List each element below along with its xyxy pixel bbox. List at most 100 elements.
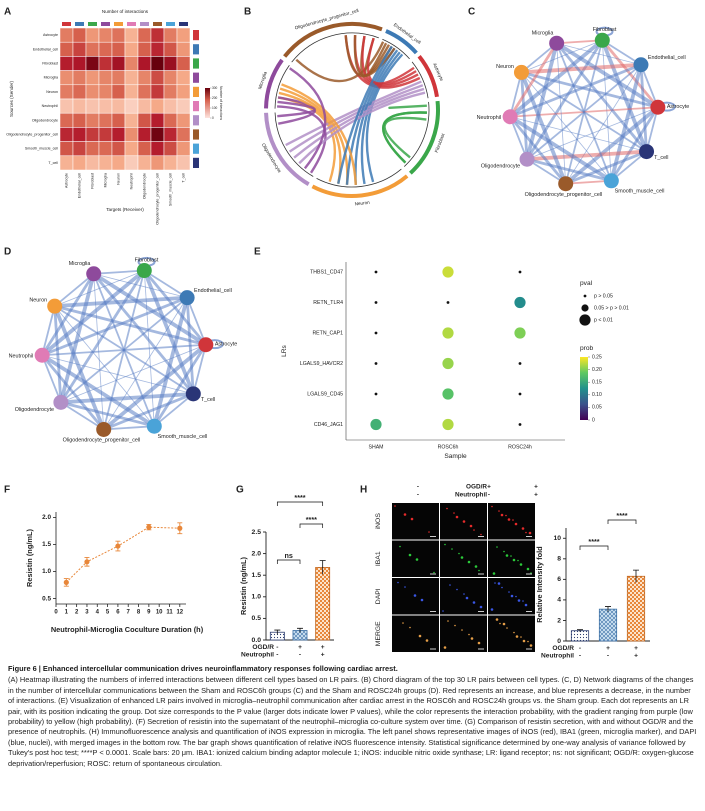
network-edge xyxy=(52,305,106,431)
cell-signal xyxy=(512,519,514,521)
network-edge xyxy=(556,43,567,184)
x-axis-label: Targets (Receiver) xyxy=(106,207,144,212)
y-axis-label: Relative Intensity fold xyxy=(535,546,544,623)
cell-signal xyxy=(507,518,511,521)
chord-ribbon xyxy=(345,47,396,185)
row-color xyxy=(193,44,199,55)
y-axis-label: Resistin (ng/mL) xyxy=(239,557,248,615)
row-label: Fibroblast xyxy=(42,61,58,65)
heatmap-cell xyxy=(137,70,152,86)
cell-signal xyxy=(425,639,429,642)
heatmap-cell xyxy=(176,155,191,171)
col-label: Fibroblast xyxy=(90,173,94,189)
panel-letter: E xyxy=(254,247,261,258)
heatmap-cell xyxy=(163,41,178,57)
x-axis-label: Sample xyxy=(444,453,467,460)
heatmap-cell xyxy=(111,84,126,100)
row-value: + xyxy=(321,651,325,658)
row-color xyxy=(193,86,199,97)
cell-signal xyxy=(404,586,406,588)
heatmap-cell xyxy=(59,41,74,57)
sample-label: SHAM xyxy=(369,444,384,450)
chord-ribbon xyxy=(277,105,327,174)
chord-ribbon xyxy=(289,67,327,170)
lr-dot xyxy=(374,301,378,304)
row-label: T_cell xyxy=(48,161,58,165)
cell-signal xyxy=(415,558,419,561)
heatmap-cell xyxy=(72,141,87,157)
chord-ribbon xyxy=(337,45,393,184)
x-tick-label: 9 xyxy=(147,610,151,616)
heatmap-cell xyxy=(124,155,139,171)
x-tick-label: 6 xyxy=(116,610,120,616)
sample-label: ROSC6h xyxy=(438,444,459,450)
col-color xyxy=(88,22,97,26)
network-edge xyxy=(555,41,659,109)
col-color xyxy=(179,22,188,26)
heatmap-cell xyxy=(59,141,74,157)
chord-inner-arc xyxy=(403,101,430,167)
col-label: Oligodendrocyte_progenitor_cell xyxy=(155,173,159,225)
heatmap-cell xyxy=(111,41,126,57)
heatmap-cell xyxy=(111,155,126,171)
colorbar-tick-label: 0.20 xyxy=(592,367,602,373)
network-edge xyxy=(153,343,208,427)
network-edge xyxy=(59,269,146,404)
y-tick-label: 2 xyxy=(557,617,561,624)
heatmap-cell xyxy=(176,41,191,57)
cell-signal xyxy=(465,596,469,600)
network-edge xyxy=(103,392,194,431)
cell-signal xyxy=(463,593,465,595)
row-color xyxy=(193,143,199,154)
panel-letter: B xyxy=(244,7,251,18)
chord-ribbon xyxy=(285,80,422,147)
heatmap-cell xyxy=(111,127,126,142)
network-edge xyxy=(40,273,95,357)
heatmap-cell xyxy=(124,141,139,157)
cell-signal xyxy=(413,594,417,597)
node-label: Neutrophil xyxy=(477,115,502,121)
y-tick-label: 2.0 xyxy=(42,514,51,521)
network-edge xyxy=(92,272,195,395)
micrograph xyxy=(392,503,439,540)
node-label: T_cell xyxy=(654,155,668,161)
lr-dot xyxy=(442,266,454,278)
y-tick-label: 10 xyxy=(553,535,561,542)
col-color xyxy=(62,22,71,26)
point xyxy=(177,525,183,531)
row-label: Oligodendrocyte_progenitor_cell xyxy=(6,132,58,136)
heatmap-cell xyxy=(59,56,74,71)
node-label: Neuron xyxy=(496,64,514,70)
heatmap-cell xyxy=(163,27,178,43)
cell-signal xyxy=(529,644,533,647)
significance-bracket xyxy=(299,523,324,528)
micrograph xyxy=(440,578,487,615)
cell-signal xyxy=(522,600,524,602)
lr-dot xyxy=(374,392,378,396)
bar xyxy=(598,608,618,642)
legend-title: pval xyxy=(580,280,593,287)
heatmap-cell xyxy=(98,41,113,57)
legend-title: Number of interactions xyxy=(219,86,223,120)
heatmap-cell xyxy=(137,98,152,114)
network-node xyxy=(47,298,63,314)
x-tick-label: 10 xyxy=(156,610,163,616)
point xyxy=(84,559,90,565)
node-label: Oligodendrocyte xyxy=(15,407,54,413)
network-node xyxy=(513,64,529,80)
lr-dot xyxy=(442,388,454,400)
network-edge xyxy=(93,273,188,299)
cell-signal xyxy=(453,512,455,514)
heatmap-cell xyxy=(176,56,191,71)
row-label: Neutrophil xyxy=(541,652,574,659)
network-edge xyxy=(59,273,96,403)
col-label: Neutrophil xyxy=(129,173,133,190)
cell-signal xyxy=(443,646,447,649)
row-value: + xyxy=(634,652,638,659)
row-color xyxy=(193,58,199,69)
colorbar xyxy=(205,88,210,118)
cell-signal xyxy=(510,555,512,557)
panel-letter: D xyxy=(4,247,11,258)
cell-signal xyxy=(498,510,500,512)
x-tick-label: 5 xyxy=(106,610,110,616)
